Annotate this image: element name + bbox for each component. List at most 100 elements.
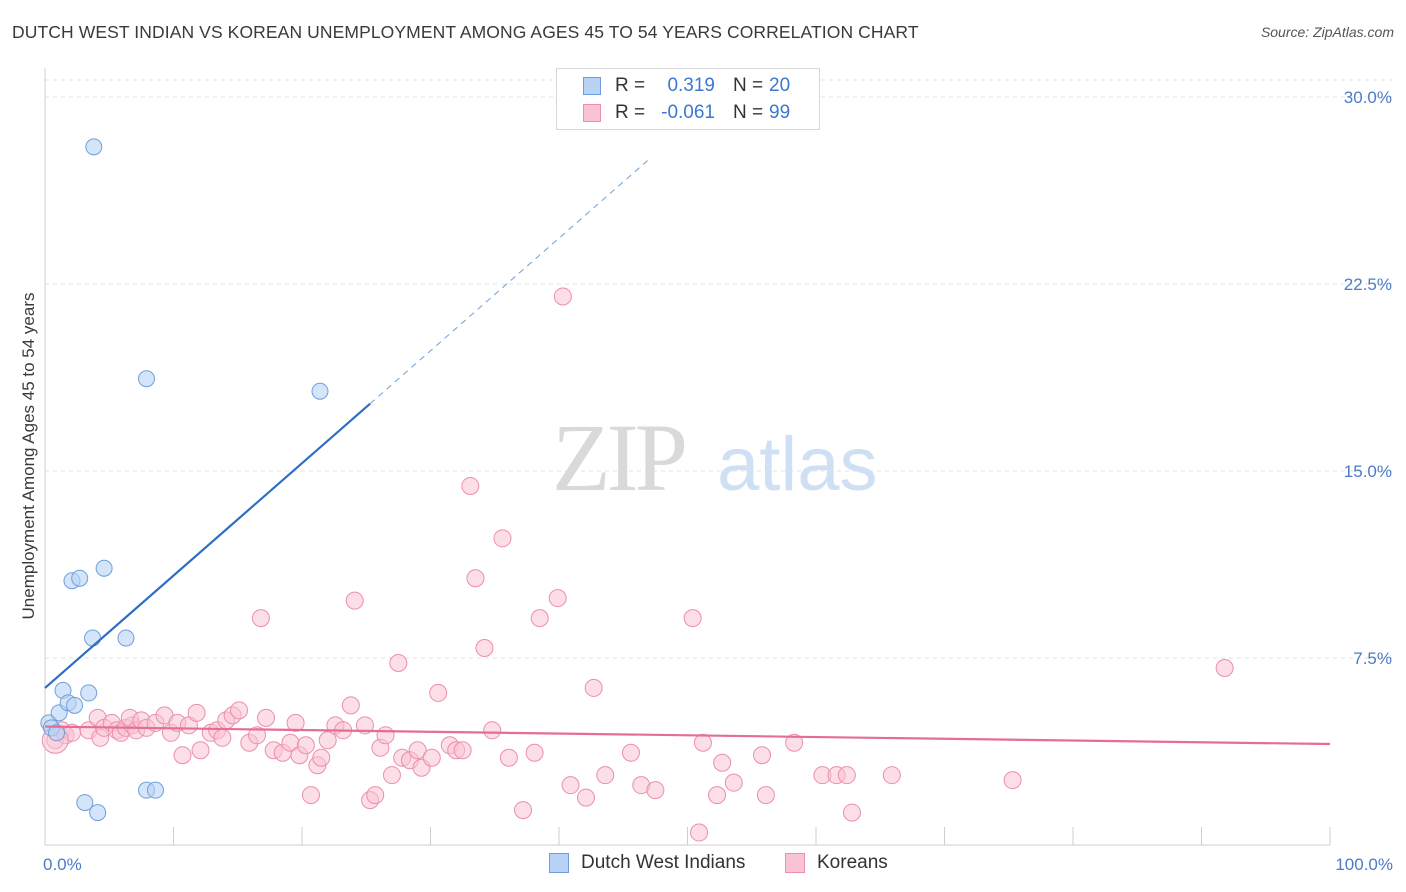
series-legend: Dutch West Indians Koreans xyxy=(0,852,1406,878)
data-point-dutch-west-indian xyxy=(80,684,98,702)
legend-n-label: N = xyxy=(733,75,764,96)
data-point-dutch-west-indian xyxy=(84,629,102,647)
data-point-korean xyxy=(408,741,427,760)
y-tick-label: 7.5% xyxy=(1353,649,1392,668)
data-point-korean xyxy=(514,801,533,820)
data-point-dutch-west-indian xyxy=(117,629,135,647)
trend-line-dutch-west-indians-extension xyxy=(369,158,650,405)
legend-r-label: R = xyxy=(615,102,646,123)
legend-n-value: 99 xyxy=(769,102,791,123)
data-point-korean xyxy=(1003,771,1022,790)
data-point-dutch-west-indian xyxy=(85,138,103,156)
data-point-korean xyxy=(708,786,727,805)
correlation-legend: R = 0.319 N = 20 R = -0.061 N = 99 xyxy=(556,68,820,130)
data-point-dutch-west-indian xyxy=(66,696,84,714)
data-point-korean xyxy=(842,803,861,822)
data-point-dutch-west-indian xyxy=(147,781,165,799)
data-point-korean xyxy=(646,781,665,800)
data-point-korean xyxy=(191,741,210,760)
data-point-korean xyxy=(213,728,232,747)
data-point-korean xyxy=(341,696,360,715)
data-point-dutch-west-indian xyxy=(71,569,89,587)
legend-swatch-blue xyxy=(583,77,601,95)
data-point-korean xyxy=(693,733,712,752)
data-point-korean xyxy=(251,609,270,628)
legend-row-dutch-west-indians: R = 0.319 N = 20 xyxy=(557,73,821,99)
data-point-dutch-west-indian xyxy=(89,804,107,822)
legend-swatch-blue xyxy=(549,853,569,873)
data-point-korean xyxy=(173,746,192,765)
data-point-korean xyxy=(584,678,603,697)
legend-n-label: N = xyxy=(733,102,764,123)
data-point-korean xyxy=(429,683,448,702)
chart-title: DUTCH WEST INDIAN VS KOREAN UNEMPLOYMENT… xyxy=(12,22,919,42)
data-point-dutch-west-indian xyxy=(311,382,329,400)
data-point-korean xyxy=(561,776,580,795)
series-koreans-points xyxy=(41,287,1234,842)
data-point-korean xyxy=(296,736,315,755)
trend-lines xyxy=(44,158,1331,746)
grid-lines xyxy=(45,79,1392,659)
data-point-korean xyxy=(187,703,206,722)
data-point-korean xyxy=(713,753,732,772)
data-point-korean xyxy=(461,476,480,495)
data-point-korean xyxy=(525,743,544,762)
data-point-korean xyxy=(286,713,305,732)
data-point-korean xyxy=(355,716,374,735)
data-point-korean xyxy=(753,746,772,765)
data-point-dutch-west-indian xyxy=(95,559,113,577)
data-point-korean xyxy=(837,766,856,785)
y-tick-label: 15.0% xyxy=(1344,462,1392,481)
y-tick-label: 30.0% xyxy=(1344,88,1392,107)
data-point-korean xyxy=(230,701,249,720)
data-point-korean xyxy=(466,569,485,588)
data-point-korean xyxy=(422,748,441,767)
watermark-atlas: atlas xyxy=(717,422,878,507)
source-label: Source: ZipAtlas.com xyxy=(1260,24,1394,40)
data-point-korean xyxy=(301,786,320,805)
legend-swatch-pink xyxy=(785,853,805,873)
trend-line-dutch-west-indians xyxy=(44,402,371,689)
data-point-korean xyxy=(1215,658,1234,677)
data-point-korean xyxy=(596,766,615,785)
watermark-zip: ZIP xyxy=(552,404,685,511)
data-point-korean xyxy=(548,589,567,608)
data-point-korean xyxy=(475,639,494,658)
legend-label: Koreans xyxy=(817,852,888,873)
legend-r-label: R = xyxy=(615,75,646,96)
x-tick-label-max: 100.0% xyxy=(1335,855,1393,874)
data-point-korean xyxy=(318,731,337,750)
watermark: ZIP atlas xyxy=(552,404,878,511)
legend-r-value: -0.061 xyxy=(661,102,715,123)
data-point-dutch-west-indian xyxy=(76,794,94,812)
trend-line-koreans xyxy=(44,725,1331,746)
data-point-korean xyxy=(345,591,364,610)
y-tick-label: 22.5% xyxy=(1344,275,1392,294)
data-point-korean xyxy=(376,726,395,745)
data-point-korean xyxy=(576,788,595,807)
data-point-korean xyxy=(882,766,901,785)
x-tick-label-min: 0.0% xyxy=(43,855,82,874)
legend-row-koreans: R = -0.061 N = 99 xyxy=(557,100,821,126)
data-point-korean xyxy=(553,287,572,306)
data-point-korean xyxy=(389,653,408,672)
data-point-korean xyxy=(453,741,472,760)
data-point-korean xyxy=(483,721,502,740)
series-dutch-west-indians-points xyxy=(40,138,329,822)
data-point-korean xyxy=(756,786,775,805)
legend-r-value: 0.319 xyxy=(667,75,715,96)
data-point-dutch-west-indian xyxy=(138,370,156,388)
legend-n-value: 20 xyxy=(769,75,791,96)
data-point-korean xyxy=(493,529,512,548)
data-point-korean xyxy=(785,733,804,752)
data-point-korean xyxy=(499,748,518,767)
data-point-korean xyxy=(312,748,331,767)
data-point-korean xyxy=(683,609,702,628)
data-point-korean xyxy=(690,823,709,842)
data-point-korean xyxy=(382,766,401,785)
data-point-korean xyxy=(248,726,267,745)
y-axis-title: Unemployment Among Ages 45 to 54 years xyxy=(19,293,38,620)
legend-label: Dutch West Indians xyxy=(581,852,746,873)
data-point-korean xyxy=(724,773,743,792)
